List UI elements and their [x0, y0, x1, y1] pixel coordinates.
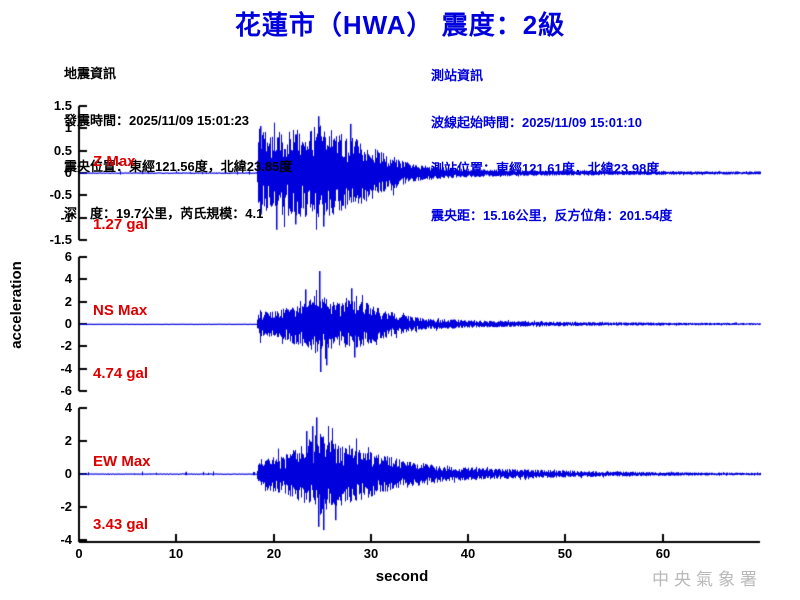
z-max-value: 1.27 gal	[93, 216, 149, 233]
x-axis-title: second	[375, 568, 429, 585]
y-tick-label: 6	[64, 249, 72, 264]
epicentral-distance-line: 震央距：15.16公里，反方位角：201.54度	[431, 207, 673, 223]
ns-max-label: NS Max	[93, 302, 148, 319]
station-info-heading: 測站資訊	[431, 68, 484, 83]
ew-max-value: 3.43 gal	[93, 516, 149, 533]
station-location-line: 測站位置：東經121.61度，北緯23.98度	[431, 161, 660, 176]
ew-max-label: EW Max	[93, 453, 151, 470]
origin-time-line: 發震時間：2025/11/09 15:01:23	[64, 112, 249, 128]
x-tick-label: 60	[655, 546, 671, 561]
y-tick-label: 0.5	[53, 143, 72, 158]
depth-magnitude-line: 深 度：19.7公里，芮氏規模：4.1	[64, 205, 264, 221]
ew-max-annotation: EW Max 3.43 gal	[93, 409, 151, 556]
wave-start-time-line: 波線起始時間：2025/11/09 15:01:10	[431, 114, 642, 130]
y-tick-label: 0	[64, 466, 72, 481]
x-tick-label: 30	[363, 546, 379, 561]
y-tick-label: 4	[64, 271, 72, 286]
y-tick-label: 0	[64, 316, 72, 331]
x-tick-label: 20	[266, 546, 282, 561]
y-tick-label: 1	[64, 120, 72, 135]
y-axis-title: acceleration	[8, 261, 25, 349]
y-tick-label: 2	[64, 294, 72, 309]
ns-max-annotation: NS Max 4.74 gal	[93, 258, 148, 405]
x-tick-label: 40	[460, 546, 476, 561]
y-tick-label: 1.5	[53, 98, 72, 113]
earthquake-info-heading: 地震資訊	[64, 66, 117, 81]
ns-max-value: 4.74 gal	[93, 365, 149, 382]
x-tick-label: 50	[557, 546, 573, 561]
y-tick-label: 4	[64, 400, 72, 415]
x-tick-label: 0	[75, 546, 83, 561]
z-max-label: Z Max	[93, 153, 136, 170]
station-info-block: 測站資訊 波線起始時間：2025/11/09 15:01:10 測站位置：東經1…	[431, 37, 672, 239]
y-tick-label: -1.5	[49, 232, 72, 247]
z-max-annotation: Z Max 1.27 gal	[93, 109, 148, 256]
y-tick-label: -6	[60, 383, 72, 398]
y-tick-label: -2	[60, 338, 72, 353]
earthquake-info-block: 地震資訊 發震時間：2025/11/09 15:01:23 震央位置：東經121…	[64, 35, 292, 237]
y-tick-label: 0	[64, 165, 72, 180]
y-tick-label: -1	[60, 210, 72, 225]
epicenter-location-line: 震央位置：東經121.56度，北緯23.85度	[64, 159, 293, 174]
y-tick-label: -2	[60, 499, 72, 514]
y-tick-label: -4	[60, 361, 72, 376]
y-tick-label: 2	[64, 433, 72, 448]
y-tick-label: -4	[60, 532, 72, 547]
page-title: 花蓮市（HWA） 震度：2級	[234, 10, 566, 40]
y-tick-label: -0.5	[49, 187, 72, 202]
agency-watermark: 中央氣象署	[652, 570, 762, 589]
x-tick-label: 10	[168, 546, 184, 561]
